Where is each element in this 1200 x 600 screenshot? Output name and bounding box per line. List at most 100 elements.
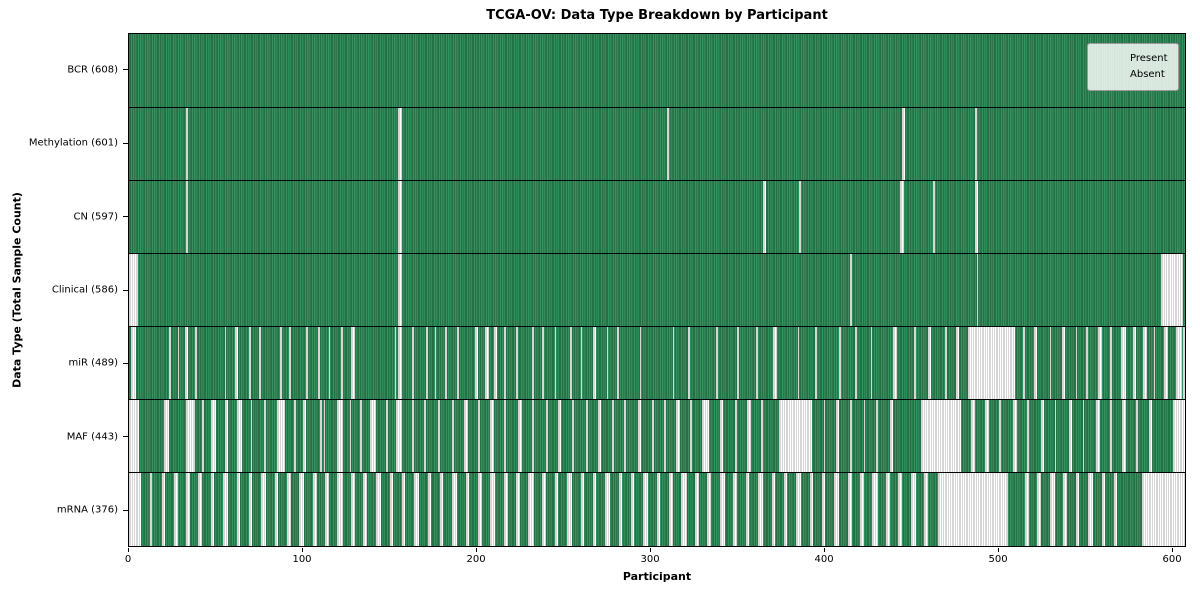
absent-cells xyxy=(719,399,723,473)
absent-cells xyxy=(672,326,675,400)
absent-cells xyxy=(528,472,534,546)
row-divider xyxy=(129,106,1185,108)
absent-cells xyxy=(201,399,204,473)
absent-cells xyxy=(1113,472,1118,546)
absent-cells xyxy=(872,472,878,546)
absent-cells xyxy=(1120,326,1126,400)
y-tick-mark xyxy=(123,362,128,364)
absent-cells xyxy=(177,326,180,400)
absent-cells xyxy=(1176,326,1182,400)
absent-cells xyxy=(835,399,840,473)
absent-cells xyxy=(592,472,597,546)
absent-cells xyxy=(735,399,737,473)
absent-cells xyxy=(412,399,414,473)
absent-cells xyxy=(976,253,979,327)
absent-cells xyxy=(624,399,626,473)
absent-cells xyxy=(571,399,574,473)
x-tick-mark xyxy=(824,548,826,552)
absent-cells xyxy=(398,180,402,254)
absent-cells xyxy=(695,472,699,546)
y-tick-label: BCR (608) xyxy=(67,64,118,76)
x-tick-mark xyxy=(302,548,303,552)
absent-cells xyxy=(174,472,178,546)
absent-cells xyxy=(933,180,935,254)
absent-cells xyxy=(1153,326,1156,400)
absent-cells xyxy=(967,326,1015,400)
absent-cells xyxy=(1086,326,1088,400)
absent-cells xyxy=(1026,399,1029,473)
row-divider xyxy=(129,472,1185,474)
absent-cells xyxy=(681,472,687,546)
absent-cells xyxy=(186,399,195,473)
absent-cells xyxy=(1075,472,1080,546)
absent-cells xyxy=(719,472,725,546)
absent-cells xyxy=(264,399,267,473)
absent-cells xyxy=(250,399,253,473)
absent-cells xyxy=(643,472,649,546)
heatmap-row-maf xyxy=(129,399,1185,473)
absent-cells xyxy=(773,326,777,400)
row-divider xyxy=(129,179,1185,181)
absent-cells xyxy=(921,399,961,473)
absent-cells xyxy=(1141,472,1185,546)
absent-cells xyxy=(464,399,468,473)
absent-cells xyxy=(688,326,690,400)
x-tick-label: 100 xyxy=(292,554,312,565)
absent-cells xyxy=(1122,399,1126,473)
absent-cells xyxy=(823,399,826,473)
absent-cells xyxy=(716,326,718,400)
absent-cells xyxy=(611,399,614,473)
absent-cells xyxy=(351,472,355,546)
absent-cells xyxy=(592,326,597,400)
absent-cells xyxy=(910,472,916,546)
absent-cells xyxy=(783,472,788,546)
absent-cells xyxy=(516,472,520,546)
absent-cells xyxy=(707,472,711,546)
absent-cells xyxy=(542,326,545,400)
absent-cells xyxy=(518,399,522,473)
absent-cells xyxy=(413,472,420,546)
absent-cells xyxy=(667,107,670,181)
legend-label-present: Present xyxy=(1130,53,1168,64)
absent-cells xyxy=(1023,326,1026,400)
y-tick-label: miR (489) xyxy=(68,357,118,369)
x-tick-label: 300 xyxy=(640,554,660,565)
absent-cells xyxy=(886,472,890,546)
absent-cells xyxy=(412,326,414,400)
absent-cells xyxy=(1063,472,1067,546)
absent-cells xyxy=(504,326,506,400)
absent-cells xyxy=(490,472,496,546)
absent-cells xyxy=(617,326,619,400)
absent-cells xyxy=(669,472,673,546)
absent-cells xyxy=(351,326,355,400)
absent-cells xyxy=(985,399,989,473)
absent-cells xyxy=(445,326,447,400)
absent-cells xyxy=(287,472,291,546)
y-tick-marks xyxy=(123,33,128,547)
absent-cells xyxy=(809,472,814,546)
absent-cells xyxy=(186,472,190,546)
absent-cells xyxy=(398,253,402,327)
absent-cells xyxy=(452,472,458,546)
absent-cells xyxy=(504,399,506,473)
absent-cells xyxy=(914,326,916,400)
absent-cells xyxy=(360,399,362,473)
absent-cells xyxy=(955,326,960,400)
absent-cells xyxy=(795,472,802,546)
absent-cells xyxy=(676,399,680,473)
absent-cells xyxy=(186,107,189,181)
absent-cells xyxy=(1049,326,1052,400)
absent-cells xyxy=(168,326,171,400)
legend-label-absent: Absent xyxy=(1130,69,1165,80)
absent-cells xyxy=(736,326,739,400)
x-tick-mark xyxy=(128,548,129,552)
absent-cells xyxy=(340,326,343,400)
absent-cells xyxy=(778,399,812,473)
absent-cells xyxy=(799,180,802,254)
absent-cells xyxy=(870,326,873,400)
x-tick-mark xyxy=(998,548,1000,552)
absent-cells xyxy=(1068,399,1073,473)
absent-cells xyxy=(394,326,397,400)
absent-cells xyxy=(195,326,197,400)
absent-cells xyxy=(558,399,562,473)
